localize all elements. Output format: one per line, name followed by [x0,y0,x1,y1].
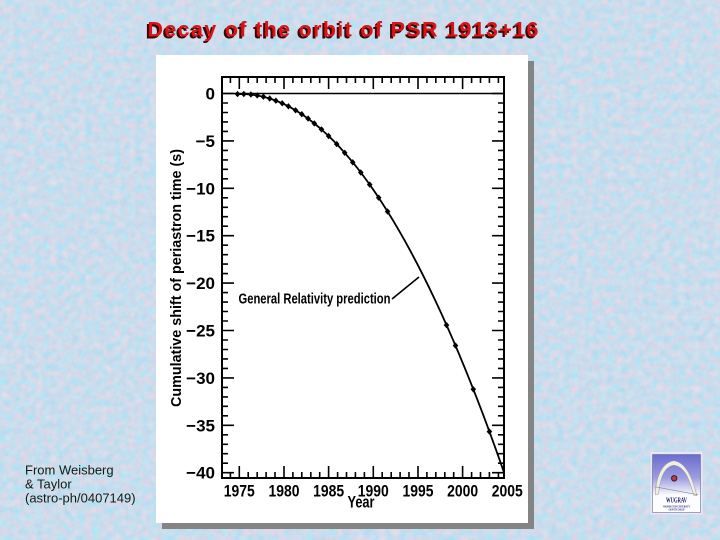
svg-text:Decay of the orbit of PSR 1913: Decay of the orbit of PSR 1913+16 [148,18,539,42]
svg-text:2005: 2005 [492,482,523,501]
svg-text:1990: 1990 [358,482,389,501]
svg-text:1980: 1980 [269,482,300,501]
svg-text:2000: 2000 [447,482,478,501]
svg-text:−10: −10 [186,179,215,198]
svg-text:−5: −5 [196,132,215,151]
svg-text:−40: −40 [186,464,215,483]
svg-text:From Weisberg: From Weisberg [25,463,114,478]
svg-text:(astro-ph/0407149): (astro-ph/0407149) [25,491,136,506]
svg-text:1985: 1985 [313,482,344,501]
svg-text:−30: −30 [186,369,215,388]
svg-text:Year: Year [348,493,375,512]
svg-text:0: 0 [206,85,215,104]
svg-text:1995: 1995 [403,482,434,501]
svg-text:GRAVITY GROUP: GRAVITY GROUP [669,508,685,512]
svg-text:& Taylor: & Taylor [25,477,72,492]
svg-text:−15: −15 [186,227,215,246]
svg-text:−25: −25 [186,322,215,341]
svg-text:WASHINGTON UNIVERSITY: WASHINGTON UNIVERSITY [663,504,691,508]
svg-text:−20: −20 [186,274,215,293]
svg-text:1975: 1975 [224,482,255,501]
svg-text:Decay of the orbit of PSR 1913: Decay of the orbit of PSR 1913+16 [146,20,537,44]
svg-text:General Relativity prediction: General Relativity prediction [239,292,391,308]
svg-text:−35: −35 [186,416,215,435]
svg-text:WUGRAV: WUGRAV [666,497,687,505]
svg-text:Cumulative shift of periastron: Cumulative shift of periastron time (s) [168,149,185,407]
